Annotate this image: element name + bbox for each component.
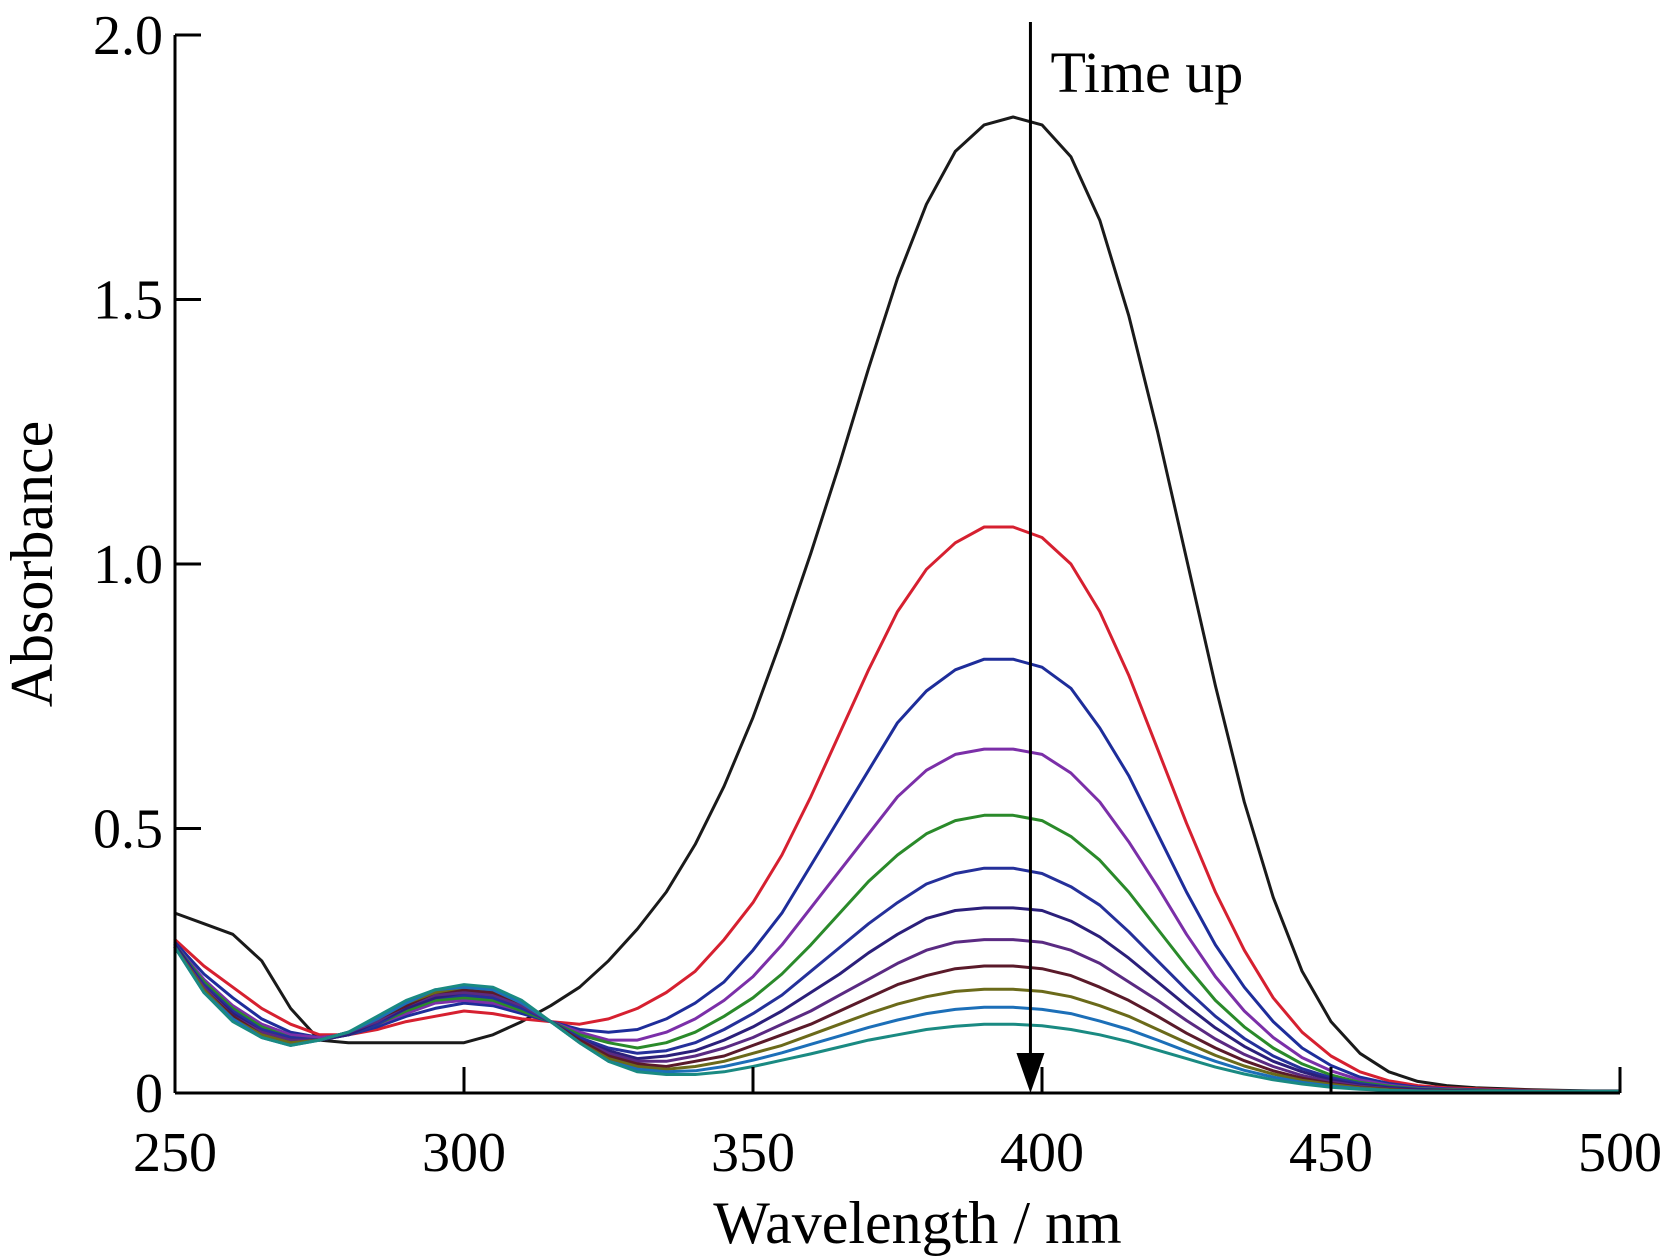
ticks-layer: 250 300 350 400 450 500 0 0.5 1.0 1.5 2.0 — [93, 5, 1662, 1184]
x-tick-label-450: 450 — [1289, 1122, 1373, 1184]
y-axis-title: Absorbance — [0, 421, 65, 708]
x-tick-label-300: 300 — [422, 1122, 506, 1184]
x-tick-label-500: 500 — [1578, 1122, 1662, 1184]
time-arrow-head-icon — [1016, 1053, 1045, 1093]
x-tick-label-250: 250 — [133, 1122, 217, 1184]
y-tick-label-0.5: 0.5 — [93, 799, 163, 861]
spectrum-line-4 — [173, 747, 1622, 1093]
x-tick-label-400: 400 — [1000, 1122, 1084, 1184]
x-axis-title: Wavelength / nm — [713, 1190, 1121, 1256]
spectrum-line-2 — [173, 525, 1622, 1093]
y-tick-label-1.5: 1.5 — [93, 270, 163, 332]
spectrum-line-7 — [173, 906, 1622, 1093]
y-tick-label-0: 0 — [135, 1063, 163, 1125]
spectrum-line-3 — [173, 657, 1622, 1093]
spectrum-line-5 — [173, 813, 1622, 1093]
series-layer — [173, 115, 1622, 1093]
time-up-label: Time up — [1050, 40, 1243, 105]
annotation-layer: Time up — [1016, 22, 1243, 1093]
y-tick-label-1: 1.0 — [93, 534, 163, 596]
spectrum-line-6 — [173, 866, 1622, 1093]
spectrum-line-1 — [173, 115, 1622, 1093]
x-tick-label-350: 350 — [711, 1122, 795, 1184]
y-tick-label-2: 2.0 — [93, 5, 163, 67]
spectrum-line-12 — [173, 946, 1622, 1093]
